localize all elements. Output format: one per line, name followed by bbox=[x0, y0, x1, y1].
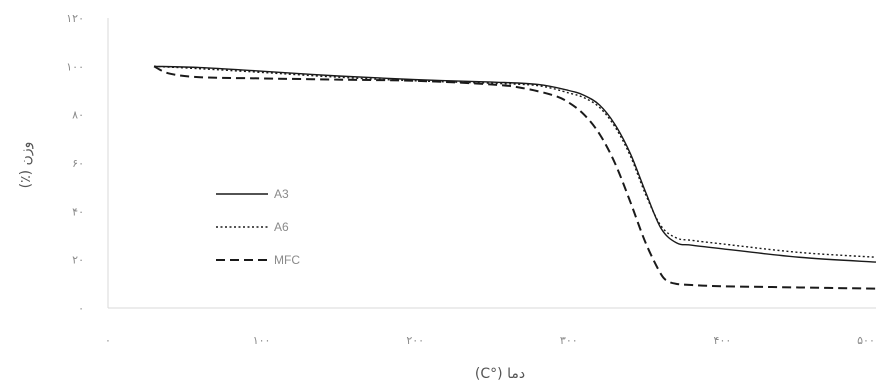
x-axis-title: دما (°C) bbox=[475, 366, 525, 382]
legend-label-a6: A6 bbox=[274, 220, 289, 234]
y-tick-label: ۴۰ bbox=[72, 205, 84, 218]
y-tick-label: ۶۰ bbox=[72, 157, 84, 170]
legend: A3 A6 MFC bbox=[216, 187, 300, 267]
x-tick-label: ۰ bbox=[105, 334, 111, 347]
legend-label-a3: A3 bbox=[274, 187, 289, 201]
y-tick-label: ۱۰۰ bbox=[66, 60, 84, 73]
legend-label-mfc: MFC bbox=[274, 253, 300, 267]
y-tick-label: ۰ bbox=[78, 302, 84, 315]
x-tick-label: ۳۰۰ bbox=[560, 334, 578, 347]
series-line-a3 bbox=[154, 65, 877, 263]
x-tick-label: ۲۰۰ bbox=[406, 334, 424, 347]
y-tick-labels: ۰ ۲۰ ۴۰ ۶۰ ۸۰ ۱۰۰ ۱۲۰ bbox=[66, 12, 84, 315]
series-lines bbox=[153, 65, 877, 290]
x-tick-label: ۱۰۰ bbox=[253, 334, 271, 347]
series-line-a6 bbox=[154, 65, 877, 258]
x-tick-label: ۴۰۰ bbox=[714, 334, 732, 347]
x-tick-label: ۵۰۰ bbox=[857, 334, 875, 347]
y-tick-label: ۲۰ bbox=[72, 254, 84, 267]
y-axis-title: وزن (٪) bbox=[18, 142, 34, 189]
y-tick-label: ۸۰ bbox=[72, 109, 84, 122]
y-tick-label: ۱۲۰ bbox=[66, 12, 84, 25]
series-line-mfc bbox=[153, 65, 877, 290]
x-tick-labels: ۰ ۱۰۰ ۲۰۰ ۳۰۰ ۴۰۰ ۵۰۰ bbox=[105, 334, 875, 347]
